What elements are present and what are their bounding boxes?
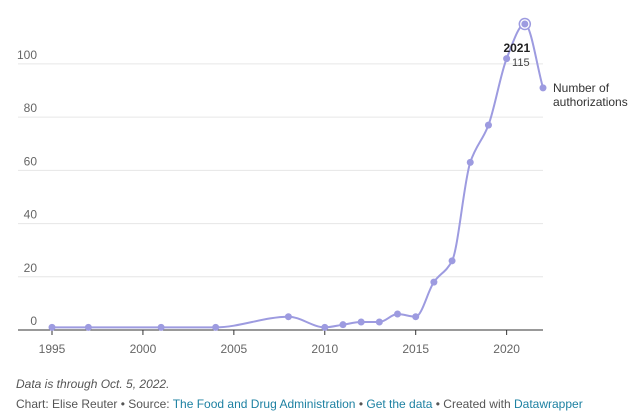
y-tick-label: 40 [24,208,38,222]
annotation-value-label: 115 [512,57,530,69]
data-point-2010 [321,323,329,331]
created-with-text: • Created with [432,397,514,411]
y-tick-label: 60 [24,154,38,168]
data-point-2019 [484,121,492,129]
credit-separator: • [355,397,367,411]
chart-notes: Data is through Oct. 5, 2022. Chart: Eli… [16,376,583,412]
data-point-2001 [157,323,165,331]
x-tick-label: 2020 [493,342,520,356]
data-point-2018 [466,158,474,166]
data-point-2016 [430,278,438,286]
data-point-2021 [521,20,529,28]
get-data-link[interactable]: Get the data [366,397,433,411]
line-chart: 0 20 40 60 80 100 1995 2000 2005 2010 2015 2020 2021… [17,17,628,356]
data-point-2012 [357,318,365,326]
series-line-authorizations [52,22,544,329]
source-link[interactable]: The Food and Drug Administration [172,397,356,411]
chart-area: 0 20 40 60 80 100 1995 2000 2005 2010 2015 2020 2021… [17,17,628,356]
credits-line: Chart: Elise Reuter • Source: The Food a… [16,396,583,412]
data-point-2015 [412,313,420,321]
data-note: Data is through Oct. 5, 2022. [16,377,170,391]
credit-prefix: Chart: Elise Reuter • Source: [16,397,173,411]
series-end-label: authorizations [553,95,628,109]
y-tick-label: 80 [24,101,38,115]
annotation-year-label: 2021 [503,41,530,55]
x-tick-label: 2010 [311,342,338,356]
data-point-2011 [339,321,347,329]
x-tick-label: 2000 [130,342,157,356]
data-point-2004 [212,323,220,331]
data-point-2017 [448,257,456,265]
x-tick-label: 2005 [221,342,248,356]
series-end-label: Number of [553,81,610,95]
data-point-1995 [48,323,56,331]
x-tick-label: 2015 [402,342,429,356]
data-point-2013 [375,318,383,326]
datawrapper-link[interactable]: Datawrapper [513,397,583,411]
data-point-1997 [84,323,92,331]
y-tick-label: 20 [24,261,38,275]
x-tick-label: 1995 [39,342,66,356]
y-tick-label: 0 [30,314,37,328]
y-tick-label: 100 [17,48,37,62]
data-point-2014 [394,310,402,318]
data-point-2020 [503,55,511,63]
data-point-2008 [284,313,292,321]
data-point-2022 [539,84,547,92]
